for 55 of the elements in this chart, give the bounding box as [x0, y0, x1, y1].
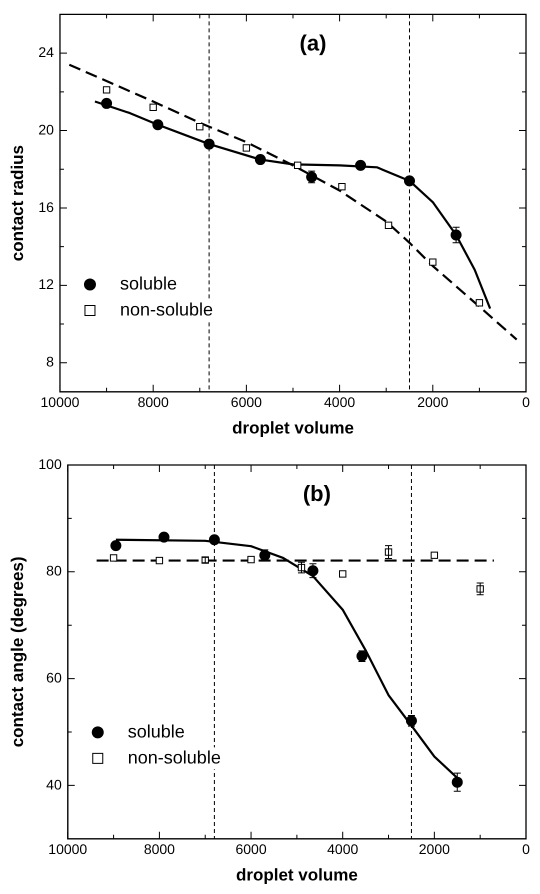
x-tick-label: 0: [522, 394, 530, 410]
point: [254, 154, 266, 166]
point: [208, 534, 220, 546]
y-tick-label: 8: [46, 354, 54, 370]
y-tick-label: 20: [38, 121, 54, 138]
point: [110, 554, 118, 562]
y-tick-label: 24: [38, 44, 54, 60]
point: [247, 556, 255, 564]
point: [338, 182, 346, 190]
x-tick-label: 2000: [418, 841, 450, 858]
text: (a): [300, 30, 326, 56]
point: [242, 144, 250, 152]
y-tick-label: 16: [38, 198, 54, 215]
point: [476, 299, 484, 306]
point: [152, 119, 164, 130]
y-axis-title: contact radius: [8, 145, 27, 262]
legend-label: soluble: [128, 721, 185, 742]
point: [158, 532, 170, 543]
legend-label: soluble: [120, 273, 178, 294]
x-tick-label: 8000: [138, 394, 169, 410]
point: [294, 162, 302, 170]
point: [355, 160, 366, 171]
x-tick-label: 0: [522, 841, 530, 858]
point: [450, 230, 462, 241]
x-tick-label: 6000: [230, 394, 262, 410]
y-tick-label: 40: [46, 776, 62, 792]
y-tick-label: 80: [46, 562, 62, 579]
x-tick-label: 10000: [40, 394, 80, 410]
legend-label: non-soluble: [128, 747, 221, 768]
x-tick-label: 6000: [235, 841, 267, 858]
x-axis-title: droplet volume: [232, 418, 354, 438]
x-tick-label: 2000: [417, 394, 449, 410]
point: [196, 122, 204, 130]
point: [430, 552, 438, 559]
point: [404, 175, 415, 186]
x-axis-title: droplet volume: [236, 865, 358, 884]
point: [101, 98, 112, 109]
x-tick-label: 4000: [327, 841, 358, 858]
legend-label: non-soluble: [120, 299, 214, 320]
point: [339, 570, 346, 578]
y-tick-label: 60: [46, 669, 62, 686]
point: [384, 222, 392, 230]
x-tick-label: 8000: [144, 841, 176, 858]
x-tick-label: 10000: [48, 841, 88, 858]
point: [204, 138, 215, 150]
y-tick-label: 100: [38, 456, 62, 472]
point: [429, 258, 436, 266]
y-tick-label: 12: [38, 276, 54, 292]
x-tick-label: 4000: [324, 394, 356, 410]
point: [149, 104, 157, 111]
y-axis-title: contact angle (degrees): [8, 556, 27, 748]
point: [156, 556, 164, 564]
point: [102, 86, 110, 94]
point: [110, 540, 122, 552]
text: (b): [302, 481, 331, 506]
